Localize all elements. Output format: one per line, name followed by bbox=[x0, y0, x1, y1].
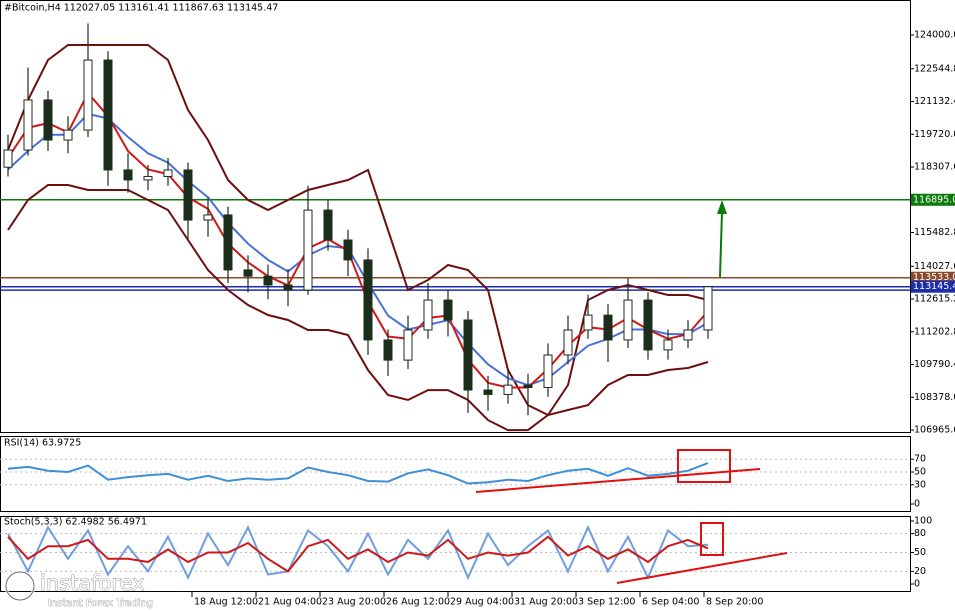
annotations bbox=[475, 200, 788, 584]
x-tick-label: 6 Sep 04:00 bbox=[642, 597, 699, 608]
y-tick-label: 20 bbox=[914, 566, 926, 577]
rsi-panel bbox=[0, 436, 911, 512]
rsi-title: RSI(14) 63.9725 bbox=[4, 438, 81, 449]
candle-body bbox=[683, 329, 693, 341]
y-tick-label: 121132.40 bbox=[914, 96, 955, 107]
candle-body bbox=[503, 384, 513, 395]
y-tick-label: 0 bbox=[914, 499, 920, 510]
candle-body bbox=[443, 299, 453, 321]
candle-body bbox=[183, 169, 193, 221]
trend-line bbox=[475, 468, 761, 493]
y-tick-label: 50 bbox=[914, 467, 926, 478]
y-tick-label: 70 bbox=[914, 454, 926, 465]
candle-body bbox=[243, 269, 253, 277]
arrow-head bbox=[717, 200, 727, 214]
candle-body bbox=[403, 329, 413, 361]
candle-body bbox=[103, 59, 113, 171]
indicator-line bbox=[7, 524, 709, 581]
indicator-line bbox=[7, 184, 709, 432]
candle-body bbox=[703, 286, 713, 331]
x-tick-label: 31 Aug 20:00 bbox=[514, 597, 578, 608]
x-tick-label: 23 Aug 20:00 bbox=[322, 597, 386, 608]
level-price-label: 113145.47 bbox=[913, 281, 955, 292]
highlight-box bbox=[677, 449, 731, 483]
candle-body bbox=[323, 209, 333, 241]
candle-body bbox=[83, 59, 93, 131]
candle-body bbox=[663, 339, 673, 351]
candle-body bbox=[283, 284, 293, 291]
candle-body bbox=[423, 299, 433, 331]
y-tick-label: 80 bbox=[914, 528, 926, 539]
candle-body bbox=[303, 209, 313, 291]
candle-body bbox=[263, 275, 273, 286]
level-price-tag bbox=[911, 280, 955, 293]
candle-body bbox=[643, 299, 653, 351]
x-tick-label: 18 Aug 12:00 bbox=[194, 597, 258, 608]
candle-body bbox=[543, 354, 553, 388]
logo: instaforex Instant Forex Trading bbox=[4, 570, 153, 609]
candle-body bbox=[383, 339, 393, 361]
y-tick-label: 108378.00 bbox=[914, 392, 955, 403]
candle-body bbox=[483, 389, 493, 395]
y-tick-label: 122544.80 bbox=[914, 63, 955, 74]
candle-body bbox=[23, 99, 33, 151]
indicator-line bbox=[7, 462, 709, 485]
candle-body bbox=[143, 175, 153, 181]
candle-body bbox=[43, 99, 53, 141]
y-tick-label: 115482.80 bbox=[914, 227, 955, 238]
level-price-label: 113533.00 bbox=[913, 272, 955, 283]
candle-body bbox=[203, 214, 213, 221]
stoch-title: Stoch(5,3,3) 62.4982 56.4971 bbox=[4, 517, 147, 528]
y-tick-label: 119720.00 bbox=[914, 129, 955, 140]
candle-body bbox=[523, 384, 533, 388]
candle-body bbox=[583, 314, 593, 331]
candle-body bbox=[3, 149, 13, 168]
y-tick-label: 124000.00 bbox=[914, 30, 955, 41]
candle-body bbox=[163, 169, 173, 177]
indicator-line bbox=[7, 91, 709, 389]
indicator-line bbox=[7, 112, 709, 387]
main-panel bbox=[0, 0, 911, 433]
y-tick-label: 106965.60 bbox=[914, 425, 955, 436]
candle-body bbox=[623, 299, 633, 341]
indicator-line bbox=[7, 535, 709, 573]
indicator-line bbox=[7, 44, 709, 417]
plot-layer: 124000.00 122544.80 121132.40 119720.00 1183… bbox=[0, 23, 955, 608]
candle-body bbox=[343, 239, 353, 261]
candle-body bbox=[223, 214, 233, 271]
candle-body bbox=[123, 169, 133, 181]
x-tick-label: 21 Aug 04:00 bbox=[258, 597, 322, 608]
y-tick-label: 50 bbox=[914, 547, 926, 558]
x-tick-label: 26 Aug 12:00 bbox=[386, 597, 450, 608]
level-price-label: 116895.00 bbox=[913, 194, 955, 205]
level-price-tag bbox=[911, 193, 955, 206]
y-tick-label: 111202.80 bbox=[914, 326, 955, 337]
arrow bbox=[719, 211, 723, 278]
y-tick-label: 100 bbox=[914, 516, 932, 527]
y-tick-label: 114027.60 bbox=[914, 261, 955, 272]
y-tick-label: 109790.40 bbox=[914, 359, 955, 370]
logo-brand: instaforex bbox=[40, 571, 145, 595]
x-tick-label: 3 Sep 12:00 bbox=[578, 597, 635, 608]
candle-body bbox=[363, 259, 373, 341]
y-tick-label: 30 bbox=[914, 479, 926, 490]
candle-body bbox=[603, 314, 613, 341]
candle-body bbox=[563, 329, 573, 356]
logo-icon bbox=[5, 571, 35, 601]
logo-tagline: Instant Forex Trading bbox=[48, 598, 153, 609]
y-tick-label: 0 bbox=[914, 579, 920, 590]
highlight-box bbox=[700, 522, 724, 556]
stoch-panel bbox=[0, 516, 911, 592]
chart-title: #Bitcoin,H4 112027.05 113161.41 111867.6… bbox=[4, 3, 278, 14]
candle-body bbox=[63, 129, 73, 141]
x-tick-label: 29 Aug 04:00 bbox=[450, 597, 514, 608]
y-tick-label: 112615.20 bbox=[914, 294, 955, 305]
candle-body bbox=[463, 319, 473, 391]
x-tick-label: 8 Sep 20:00 bbox=[706, 597, 763, 608]
trend-line bbox=[616, 552, 788, 584]
y-tick-label: 118307.60 bbox=[914, 162, 955, 173]
